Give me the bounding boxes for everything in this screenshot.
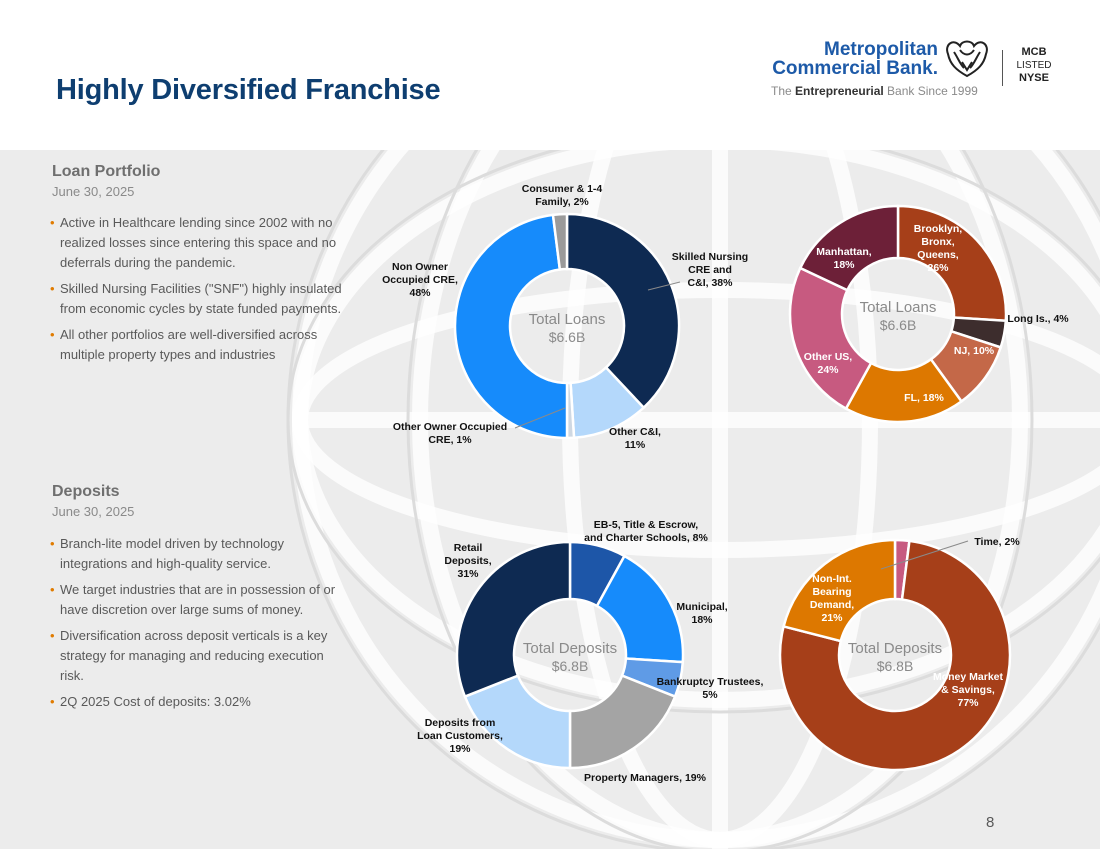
slice-label: Other US, 24% [804,351,853,376]
exchange-label: NYSE [1019,72,1049,84]
loan-bullet: Skilled Nursing Facilities ("SNF") highl… [50,279,350,319]
logo-wordmark: Metropolitan Commercial Bank. [768,40,938,78]
donut-slice [565,212,681,410]
nyse-badge: MCB LISTED NYSE [1014,46,1054,85]
donut-slice [778,539,1012,772]
slice-label: FL, 18% [904,392,944,404]
logo-divider [1002,50,1003,86]
donut-center-title: Total Loans [529,311,606,328]
loan-geography-donut-chart: Total Loans$6.6B Brooklyn, Bronx, Queens, 26… [788,204,1069,424]
listed-label: LISTED [1016,60,1052,71]
deposit-section-date: June 30, 2025 [52,504,135,519]
slice-label: Time, 2% [974,536,1020,548]
slice-label: Brooklyn, Bronx, Queens, 26% [914,223,963,274]
header-bar [0,0,1100,150]
donut-center-value: $6.8B [877,658,914,674]
donut-center-title: Total Loans [860,299,937,316]
deposit-vertical-donut-chart: Total Deposits$6.8B EB-5, Title & Escrow,… [417,519,763,784]
deposit-type-donut-chart: Total Deposits$6.8B Time, 2% Money Market &… [778,536,1020,772]
logo-name-line1: Metropolitan [824,39,938,60]
slice-label: Other Owner Occupied CRE, 1% [393,421,507,446]
logo-tagline-bold: Entrepreneurial [795,84,884,98]
slice-label: Other C&I, 11% [609,426,661,451]
loan-section-date: June 30, 2025 [52,184,135,199]
donut-slice [453,213,569,440]
slice-label: Retail Deposits, 31% [444,542,491,580]
deposit-bullet: Diversification across deposit verticals… [50,626,350,686]
deposit-bullet: We target industries that are in possess… [50,580,350,620]
slice-label: Manhattan, 18% [816,246,872,271]
donut-slice [455,540,572,699]
donut-slice [798,204,900,292]
ticker-symbol: MCB [1021,46,1047,58]
donut-slice [896,204,1008,323]
donut-slice [463,673,572,770]
donut-center-title: Total Deposits [523,640,617,657]
logo-tagline-post: Bank Since 1999 [883,84,978,98]
deposit-bullet: 2Q 2025 Cost of deposits: 3.02% [50,692,350,712]
loan-bullet: Active in Healthcare lending since 2002 … [50,213,350,273]
donut-slice [568,673,677,770]
slice-label: Non-Int. Bearing Demand, 21% [810,573,854,624]
loan-bullet: All other portfolios are well-diversifie… [50,325,350,365]
donut-slice [788,266,873,411]
deposit-section-title: Deposits [52,483,120,500]
donut-slice [551,212,569,271]
deposit-bullet-list: Branch-lite model driven by technology i… [50,534,350,718]
leader-line [647,281,681,291]
slice-label: Money Market & Savings, 77% [933,671,1004,709]
donut-slice [782,538,897,643]
donut-center-title: Total Deposits [848,640,942,657]
logo-tagline-pre: The [771,84,796,98]
leader-line [514,407,566,429]
slice-label: NJ, 10% [954,345,995,357]
loan-bullet-list: Active in Healthcare lending since 2002 … [50,213,350,371]
donut-center-value: $6.6B [549,329,586,345]
slice-label: Deposits from Loan Customers, 19% [417,717,503,755]
slice-label: EB-5, Title & Escrow, and Charter Schools… [584,519,708,544]
slice-label: Skilled Nursing CRE and C&I, 38% [672,251,748,289]
slice-label: Municipal, 18% [676,601,727,626]
slice-label: Long Is., 4% [1007,313,1069,325]
loan-section-title: Loan Portfolio [52,163,161,180]
page-number: 8 [986,814,995,831]
leader-line [880,540,969,570]
company-logo: Metropolitan Commercial Bank. The Entrep… [768,36,1068,106]
eagle-icon [946,40,988,78]
page-title: Highly Diversified Franchise [56,74,441,106]
loan-type-donut-chart: Total Loans$6.6B Skilled Nursing CRE and C&… [382,183,748,451]
slice-label: Non Owner Occupied CRE, 48% [382,261,458,299]
slice-label: Bankruptcy Trustees, 5% [657,676,764,701]
logo-tagline: The Entrepreneurial Bank Since 1999 [771,84,978,98]
deposit-bullet: Branch-lite model driven by technology i… [50,534,350,574]
donut-center-value: $6.8B [552,658,589,674]
slice-label: Property Managers, 19% [584,772,707,784]
donut-center-value: $6.6B [880,317,917,333]
slice-label: Consumer & 1-4 Family, 2% [522,183,603,208]
logo-name-line2: Commercial Bank. [772,58,938,79]
